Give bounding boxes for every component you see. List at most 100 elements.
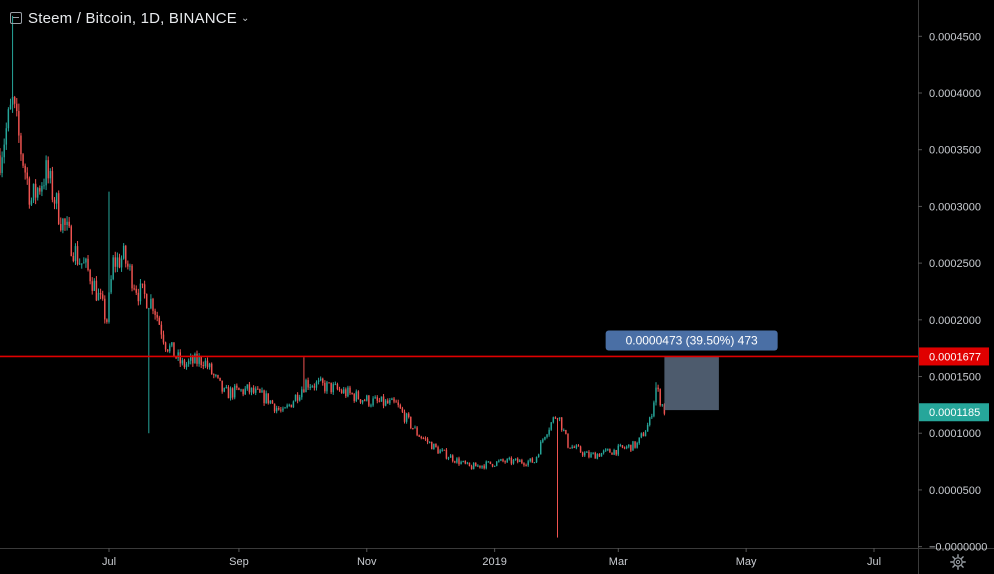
candle-body <box>269 400 272 404</box>
candle-body <box>380 396 383 402</box>
candle-body <box>462 460 464 462</box>
candle-body <box>55 193 58 204</box>
candle-body <box>353 394 355 401</box>
candle-body <box>57 193 60 225</box>
candle-body <box>359 399 362 403</box>
candle-body <box>368 395 370 406</box>
candle-body <box>571 446 573 449</box>
time-tick-label: Jul <box>867 556 881 568</box>
candle-body <box>655 387 657 403</box>
candle-body <box>596 454 599 459</box>
candle-body <box>567 433 569 448</box>
candle-body <box>213 374 215 376</box>
measure-box[interactable] <box>664 356 719 411</box>
candle-body <box>122 245 125 259</box>
candle-body <box>340 390 343 394</box>
candle-body <box>630 444 632 451</box>
candle-body <box>263 390 265 404</box>
candle-body <box>581 452 584 456</box>
candle-body <box>34 183 37 198</box>
candle-body <box>51 171 54 200</box>
candle-body <box>548 429 550 435</box>
chevron-down-icon[interactable]: ⌄ <box>241 12 250 24</box>
candle-body <box>632 441 634 451</box>
candle-body <box>204 360 207 367</box>
candle-body <box>81 263 83 265</box>
candle-body <box>76 246 79 265</box>
candle-body <box>104 298 106 320</box>
candle-body <box>296 394 299 401</box>
symbol-title[interactable]: Steem / Bitcoin, 1D, BINANCE <box>28 9 238 27</box>
time-tick-label: May <box>736 556 757 568</box>
candle-body <box>189 356 192 361</box>
candle-body <box>208 363 211 368</box>
candle-body <box>116 257 119 267</box>
candle-body <box>628 444 630 447</box>
candle-body <box>87 258 89 271</box>
candle-body <box>644 431 647 437</box>
candle-body <box>361 400 364 403</box>
candle-body <box>602 450 605 454</box>
candle-body <box>303 389 305 393</box>
candle-body <box>403 411 406 422</box>
candle-body <box>83 262 85 264</box>
candle-body <box>519 460 521 463</box>
candle-body <box>399 405 402 409</box>
candle-body <box>271 400 274 404</box>
candle-body <box>9 104 12 110</box>
candle-body <box>41 186 43 192</box>
candle-body <box>305 380 307 393</box>
candle-body <box>569 447 571 449</box>
candle-body <box>405 413 408 422</box>
candle-body <box>286 405 288 408</box>
candle-body <box>433 443 435 450</box>
collapse-icon[interactable] <box>10 12 22 24</box>
candle-body <box>171 342 173 346</box>
candle-body <box>221 380 223 392</box>
candle-body <box>250 387 253 393</box>
candle-body <box>280 409 282 411</box>
candle-body <box>416 427 418 436</box>
candle-body <box>307 380 309 388</box>
candle-body <box>252 387 255 393</box>
candle-body <box>244 388 246 395</box>
candle-body <box>439 450 441 454</box>
candle-body <box>194 353 196 364</box>
candle-body <box>198 356 200 364</box>
candle-body <box>617 445 620 455</box>
candle-body <box>531 458 534 463</box>
candle-body <box>91 281 93 291</box>
candle-body <box>18 111 20 136</box>
candle-body <box>431 442 433 450</box>
candle-body <box>36 188 39 198</box>
candle-body <box>625 446 628 449</box>
candle-body <box>435 443 437 448</box>
candle-body <box>217 375 219 378</box>
candle-body <box>294 394 297 402</box>
candle-body <box>118 257 121 268</box>
gear-icon[interactable] <box>950 554 966 570</box>
candle-body <box>234 385 236 398</box>
time-tick-label: Jul <box>102 556 116 568</box>
candle-body <box>187 360 190 365</box>
candle-body <box>640 433 643 438</box>
candle-body <box>621 445 624 448</box>
candle-body <box>370 405 372 407</box>
candle-body <box>137 292 140 302</box>
candle-body <box>527 461 529 466</box>
candle-body <box>309 386 311 388</box>
candle-body <box>313 386 316 388</box>
candle-body <box>575 445 578 448</box>
candle-body <box>426 438 429 443</box>
time-tick-label: Nov <box>357 556 377 568</box>
candle-body <box>410 416 412 429</box>
candle-body <box>101 294 104 299</box>
price-tick-label: 0.0004000 <box>929 88 981 100</box>
time-axis[interactable] <box>0 548 918 574</box>
candle-body <box>143 284 146 295</box>
candle-body <box>445 449 448 459</box>
candle-body <box>441 449 443 451</box>
candle-body <box>225 387 228 389</box>
candle-body <box>401 408 404 412</box>
